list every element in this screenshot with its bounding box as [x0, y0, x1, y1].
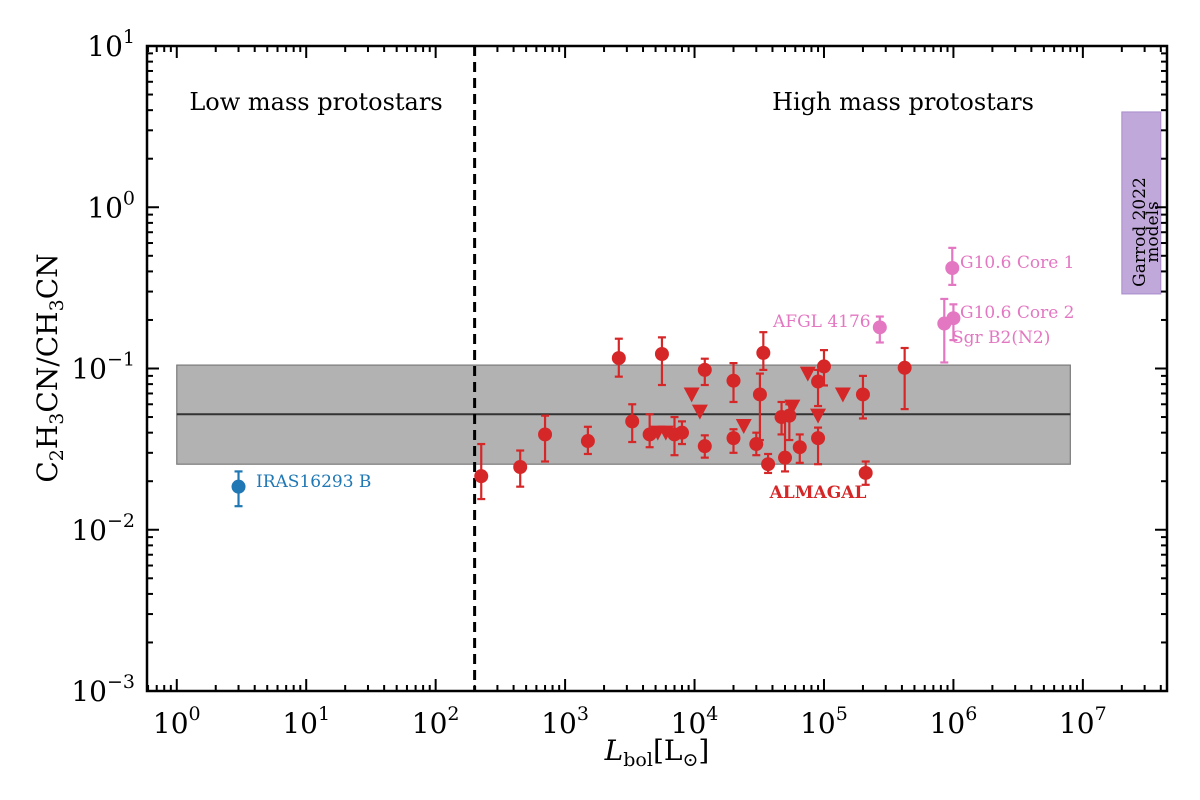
- x-axis-title: Lbol[L⊙]: [604, 734, 710, 771]
- x-tick-label: 100: [153, 703, 201, 740]
- g10-core1-point: [945, 261, 960, 276]
- x-tick-label: 103: [541, 703, 589, 740]
- label-almagal: ALMAGAL: [769, 483, 867, 503]
- label-g10-core2: G10.6 Core 2: [960, 303, 1074, 323]
- label-afgl4176: AFGL 4176: [772, 312, 871, 332]
- x-axis-title-sub: bol: [623, 749, 653, 771]
- almagal-point: [611, 351, 626, 366]
- almagal-upper-limit: [691, 404, 708, 420]
- almagal-point: [697, 362, 712, 377]
- x-tick-label: 104: [671, 703, 719, 740]
- almagal-point: [726, 373, 741, 388]
- almagal-upper-limit: [834, 387, 851, 403]
- almagal-upper-limit: [735, 418, 752, 434]
- almagal-point: [792, 440, 807, 455]
- almagal-upper-limit: [799, 366, 816, 382]
- ticks-layer: 100 101 102 103 104 105 106 107 101 100 10−1 10−2 10…: [71, 26, 1167, 740]
- garrod-label-line1: Garrod 2022: [1130, 177, 1150, 287]
- almagal-point: [778, 450, 793, 465]
- y-axis-title: C2H3CN/CH3CN: [31, 253, 68, 482]
- label-sgrb2n2: Sgr B2(N2): [952, 328, 1050, 348]
- garrod-label-line2: models: [1143, 201, 1163, 262]
- almagal-point: [897, 360, 912, 375]
- almagal-point: [513, 459, 528, 474]
- garrod-label: Garrod 2022 models: [1130, 177, 1163, 287]
- almagal-upper-limit: [657, 425, 674, 441]
- y-title-part4: CN: [31, 253, 64, 299]
- almagal-point: [756, 345, 771, 360]
- almagal-point: [538, 427, 553, 442]
- almagal-point: [674, 425, 689, 440]
- almagal-point: [811, 431, 826, 446]
- x-tick-label: 105: [800, 703, 848, 740]
- almagal-point: [654, 347, 669, 362]
- y-title-part3: CN/CH: [31, 311, 64, 412]
- x-axis-title-unit-sub: ⊙: [682, 749, 698, 771]
- region-label-high: High mass protostars: [772, 88, 1034, 116]
- label-g10-core1: G10.6 Core 1: [960, 253, 1074, 273]
- sgrb2n2-point: [937, 316, 952, 331]
- bands-layer: [176, 111, 1162, 465]
- region-label-low: Low mass protostars: [189, 88, 442, 116]
- x-axis-title-main: L: [604, 734, 624, 767]
- y-tick-label: 10−3: [71, 671, 135, 708]
- x-axis-title-unit: [L: [653, 734, 683, 767]
- y-tick-label: 10−1: [71, 349, 135, 386]
- almagal-point: [726, 431, 741, 446]
- almagal-point: [858, 465, 873, 480]
- y-title-part1: C: [31, 461, 64, 482]
- almagal-point: [761, 457, 776, 472]
- afgl4176-point: [872, 320, 887, 335]
- points-layer: [231, 246, 961, 508]
- y-tick-label: 100: [87, 187, 135, 224]
- y-tick-label: 101: [87, 26, 135, 63]
- y-title-sub2: 3: [46, 413, 68, 425]
- x-tick-label: 101: [282, 703, 330, 740]
- almagal-point: [625, 414, 640, 429]
- almagal-point: [474, 469, 489, 484]
- y-title-part2: H: [31, 425, 64, 449]
- almagal-point: [816, 359, 831, 374]
- almagal-upper-limit: [683, 387, 700, 403]
- almagal-point: [697, 439, 712, 454]
- label-iras16293b: IRAS16293 B: [256, 472, 371, 492]
- x-tick-label: 107: [1059, 703, 1107, 740]
- almagal-point: [580, 434, 595, 449]
- almagal-upper-limit: [810, 408, 827, 424]
- almagal-upper-limit: [784, 399, 801, 415]
- y-tick-label: 10−2: [71, 510, 135, 547]
- almagal-point: [752, 387, 767, 402]
- iras16293b-point: [231, 479, 246, 494]
- y-title-sub3: 3: [46, 299, 68, 311]
- almagal-point: [855, 387, 870, 402]
- garrod-model-box: [1121, 111, 1162, 295]
- x-axis-title-close: ]: [698, 734, 709, 767]
- x-tick-label: 106: [930, 703, 978, 740]
- y-title-sub1: 2: [46, 449, 68, 461]
- x-tick-label: 102: [412, 703, 460, 740]
